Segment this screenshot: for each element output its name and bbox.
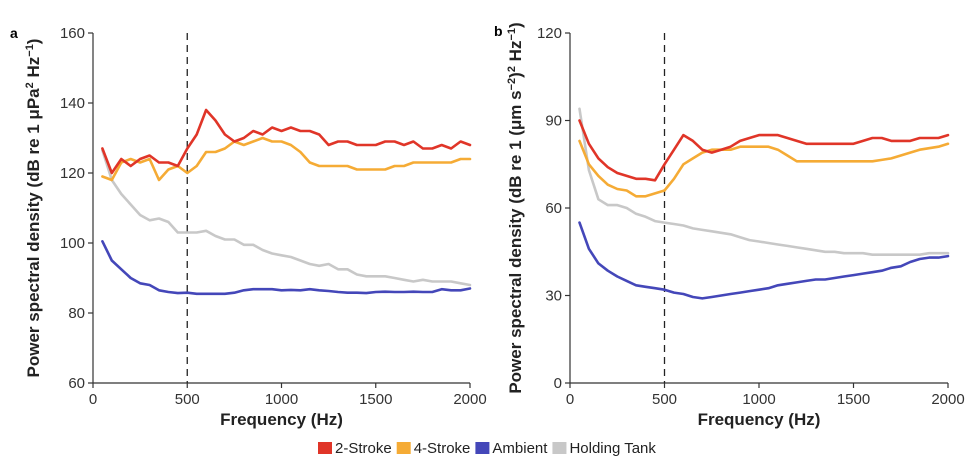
panel-a-x-tick-label: 1500 bbox=[359, 391, 392, 408]
panel-b-y-tick-label: 30 bbox=[545, 288, 562, 305]
legend-swatch-ambient bbox=[475, 442, 490, 454]
panel-b-series-holding-tank bbox=[578, 107, 950, 256]
panel-a-x-tick-label: 0 bbox=[89, 391, 97, 408]
panel-b-x-tick-label: 1000 bbox=[742, 391, 775, 408]
panel-a-y-axis-title: Power spectral density (dB re 1 μPa2 Hz−… bbox=[24, 39, 43, 378]
panel-a-x-tick-label: 500 bbox=[175, 391, 200, 408]
legend-label-4-stroke: 4-Stroke bbox=[414, 440, 471, 457]
legend: 2-Stroke 4-Stroke Ambient Holding Tank bbox=[318, 440, 656, 457]
panel-a-series-2-stroke bbox=[101, 108, 472, 175]
panel-b-x-axis-title: Frequency (Hz) bbox=[698, 410, 821, 429]
panel-a-y-tick-label: 100 bbox=[60, 235, 85, 252]
panel-b-series-4-stroke bbox=[578, 139, 950, 198]
panel-b-x-tick-label: 0 bbox=[566, 391, 574, 408]
legend-swatch-2-stroke bbox=[318, 442, 332, 454]
panel-a-x-axis-title: Frequency (Hz) bbox=[220, 410, 343, 429]
legend-label-2-stroke: 2-Stroke bbox=[335, 440, 392, 457]
legend-label-holding-tank: Holding Tank bbox=[569, 440, 656, 457]
panel-a-y-tick-label: 160 bbox=[60, 25, 85, 42]
panel-a-y-tick-label: 140 bbox=[60, 95, 85, 112]
panel-a-x-tick-label: 1000 bbox=[265, 391, 298, 408]
panel-a-series-4-stroke bbox=[101, 136, 472, 182]
panel-a-series-ambient bbox=[101, 240, 472, 296]
panel-a-y-tick-label: 60 bbox=[68, 375, 85, 392]
panel-b-x-tick-label: 2000 bbox=[931, 391, 964, 408]
panel-a-x-tick-label: 2000 bbox=[453, 391, 486, 408]
legend-swatch-holding-tank bbox=[552, 442, 567, 454]
panel-b-label: b bbox=[494, 23, 503, 39]
panel-a-series-holding-tank bbox=[101, 149, 472, 287]
panel-b-y-tick-label: 0 bbox=[554, 375, 562, 392]
panel-a-y-tick-label: 120 bbox=[60, 165, 85, 182]
panel-b-x-tick-label: 500 bbox=[652, 391, 677, 408]
panel-b-series-2-stroke bbox=[578, 119, 950, 182]
panel-a-chart: 60 80 100 120 140 160 0 500 1000 1500 2000 Frequenc… bbox=[10, 25, 487, 429]
panel-a-label: a bbox=[10, 25, 18, 41]
panel-b-y-tick-label: 90 bbox=[545, 113, 562, 130]
legend-swatch-4-stroke bbox=[396, 442, 411, 454]
panel-b-y-tick-label: 120 bbox=[537, 25, 562, 42]
panel-b-series-ambient bbox=[578, 221, 950, 300]
panel-b-x-tick-label: 1500 bbox=[837, 391, 870, 408]
panel-b-chart: 0 30 60 90 120 0 500 1000 1500 2000 Frequency (Hz)… bbox=[494, 22, 965, 429]
legend-label-ambient: Ambient bbox=[492, 440, 548, 457]
panel-b-y-tick-label: 60 bbox=[545, 200, 562, 217]
panel-b-y-axis-title: Power spectral density (dB re 1 (μm s−2)… bbox=[506, 22, 525, 393]
panel-a-y-tick-label: 80 bbox=[68, 305, 85, 322]
